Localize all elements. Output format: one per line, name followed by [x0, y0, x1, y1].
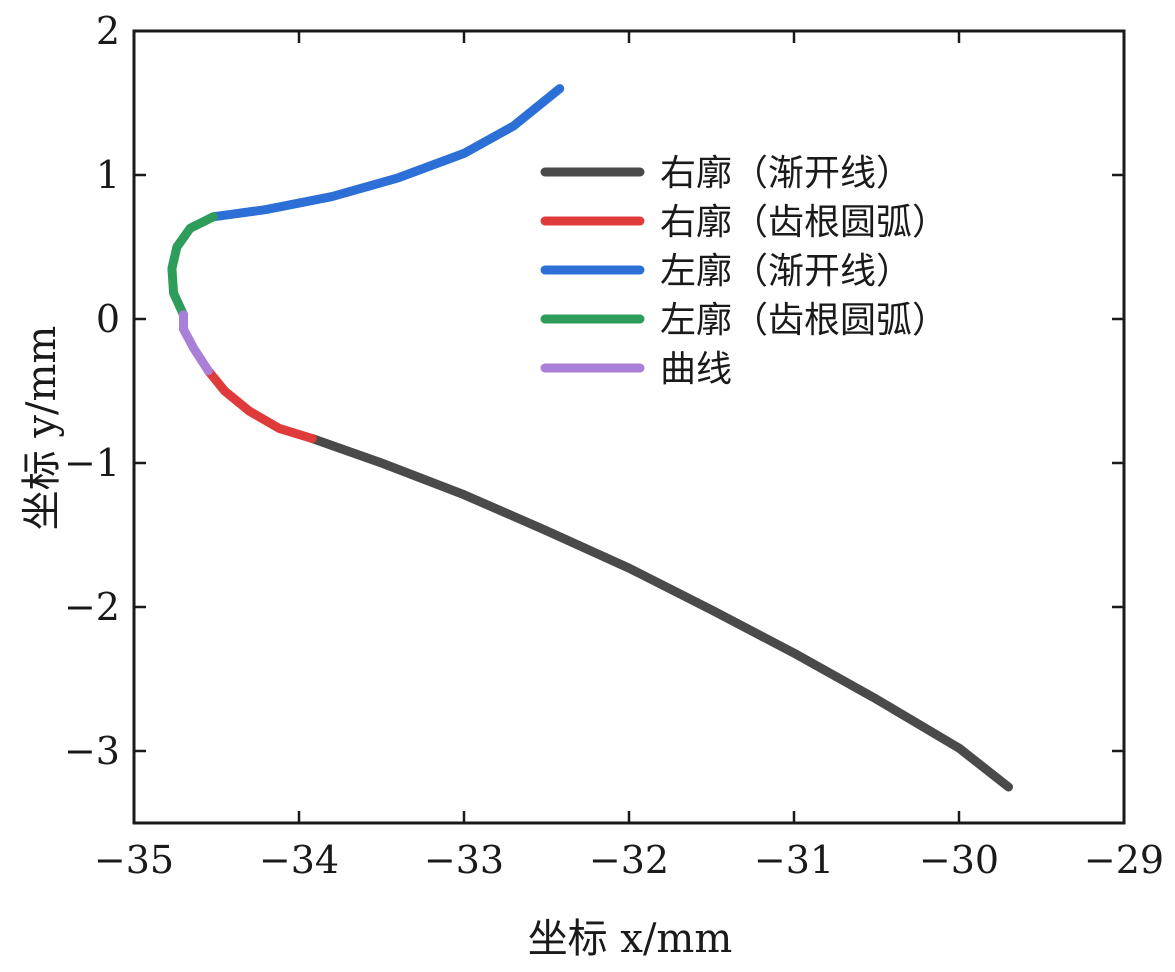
y-axis-label: 坐标 y/mm [19, 326, 65, 531]
series-line-5 [179, 310, 213, 376]
legend-label-4: 左廓（齿根圆弧） [660, 300, 948, 341]
y-tick-label: −3 [64, 729, 120, 773]
x-tick-label: −34 [259, 838, 339, 882]
y-tick-label: −2 [64, 585, 120, 629]
x-tick-label: −30 [919, 838, 999, 882]
legend-label-2: 右廓（齿根圆弧） [660, 202, 948, 243]
series-line-3 [208, 84, 565, 222]
y-tick-label: 0 [96, 297, 120, 341]
legend-label-5: 曲线 [660, 349, 732, 390]
series-line-2 [203, 366, 317, 443]
x-tick-label: −32 [589, 838, 669, 882]
y-tick-label: 2 [96, 9, 120, 53]
y-tick-label: −1 [64, 441, 120, 485]
series-line-4 [167, 212, 218, 320]
legend-label-1: 右廓（渐开线） [660, 153, 912, 194]
plot-lines [167, 84, 1013, 792]
x-axis-ticks: −35 −34 −33 −32 −31 −30 −29 [94, 31, 1164, 882]
y-tick-label: 1 [96, 153, 120, 197]
series-line-1 [307, 434, 1013, 792]
x-axis-label: 坐标 x/mm [528, 916, 733, 962]
x-tick-label: −29 [1084, 838, 1164, 882]
y-axis-ticks: 2 1 0 −1 −2 −3 [64, 9, 1124, 773]
legend-label-3: 左廓（渐开线） [660, 251, 912, 292]
x-tick-label: −31 [754, 838, 834, 882]
x-tick-label: −33 [424, 838, 504, 882]
x-tick-label: −35 [94, 838, 174, 882]
legend: 右廓（渐开线） 右廓（齿根圆弧） 左廓（渐开线） 左廓（齿根圆弧） 曲线 [540, 153, 948, 390]
